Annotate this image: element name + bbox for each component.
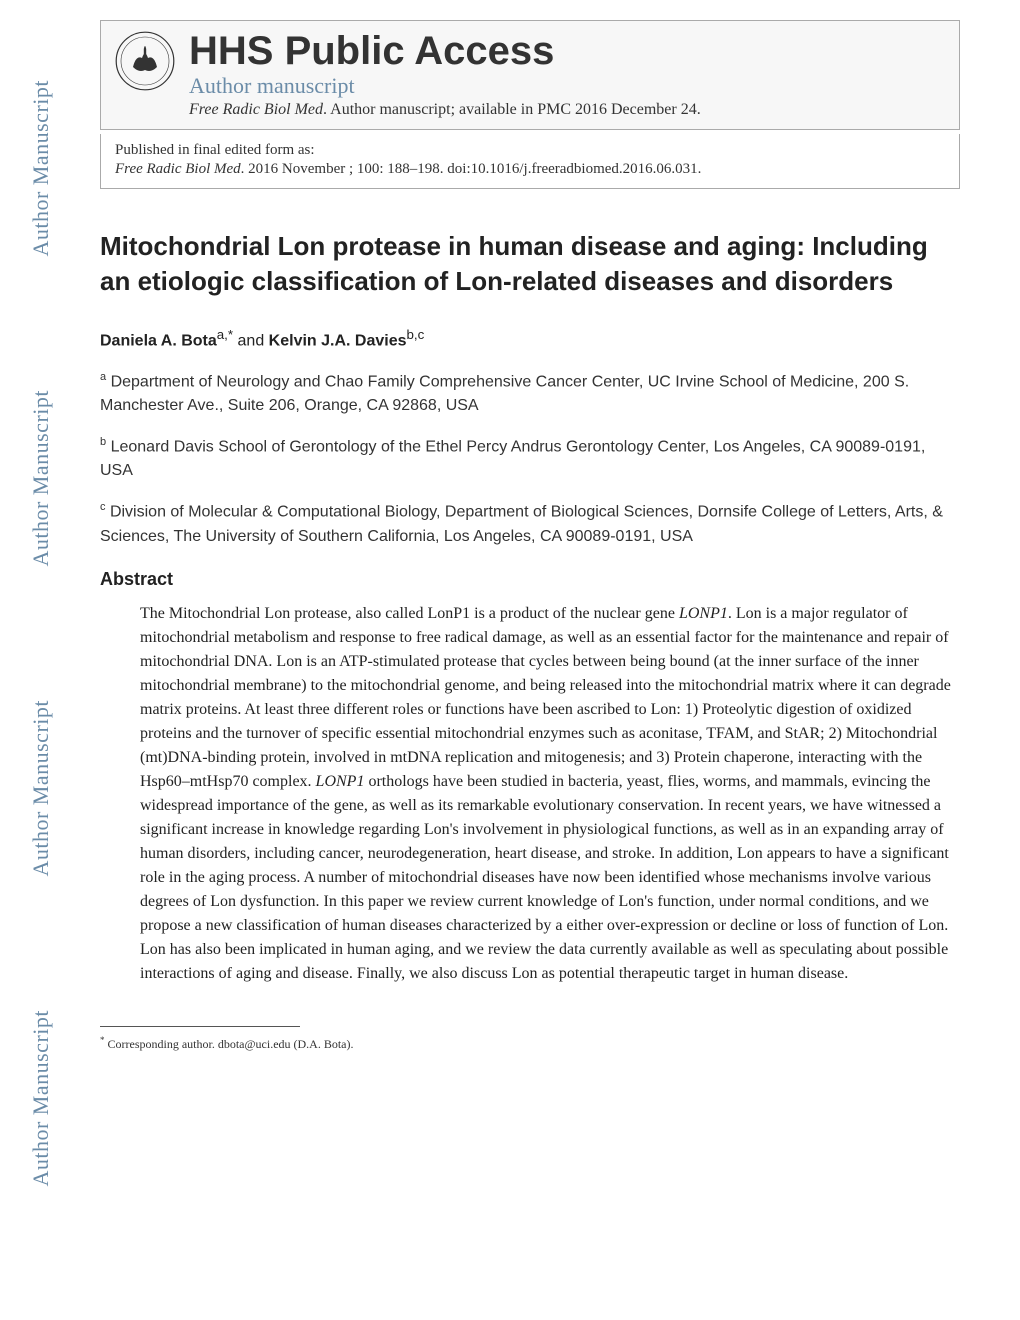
article-title: Mitochondrial Lon protease in human dise… — [100, 229, 960, 299]
hhs-public-access-title: HHS Public Access — [189, 31, 945, 71]
affil-c-text: Division of Molecular & Computational Bi… — [100, 504, 943, 545]
abstract-body: The Mitochondrial Lon protease, also cal… — [140, 602, 960, 986]
corresponding-author-footnote: * Corresponding author. dbota@uci.edu (D… — [100, 1027, 960, 1052]
abstract-seg1: The Mitochondrial Lon protease, also cal… — [140, 605, 679, 622]
footnote-text: Corresponding author. dbota@uci.edu (D.A… — [105, 1037, 354, 1051]
journal-availability-line: Free Radic Biol Med. Author manuscript; … — [189, 101, 945, 119]
author2-sup: b,c — [407, 327, 425, 342]
abstract-gene1: LONP1 — [679, 605, 728, 622]
journal-rest: . Author manuscript; available in PMC 20… — [323, 101, 701, 118]
side-author-manuscript: Author Manuscript — [28, 80, 54, 257]
pub-line2: Free Radic Biol Med. 2016 November ; 100… — [115, 161, 945, 178]
affiliation-a: a Department of Neurology and Chao Famil… — [100, 369, 960, 418]
main-content: HHS Public Access Author manuscript Free… — [100, 0, 960, 986]
affiliation-c: c Division of Molecular & Computational … — [100, 499, 960, 548]
author1-name: Daniela A. Bota — [100, 333, 217, 350]
hhs-header-box: HHS Public Access Author manuscript Free… — [100, 20, 960, 130]
side-author-manuscript: Author Manuscript — [28, 700, 54, 877]
affiliation-b: b Leonard Davis School of Gerontology of… — [100, 434, 960, 483]
journal-name: Free Radic Biol Med — [189, 101, 323, 118]
author-manuscript-subtitle: Author manuscript — [189, 73, 945, 99]
abstract-seg2: . Lon is a major regulator of mitochondr… — [140, 605, 951, 790]
abstract-seg3: orthologs have been studied in bacteria,… — [140, 773, 949, 982]
pub-journal-italic: Free Radic Biol Med — [115, 161, 241, 177]
author2-name: Kelvin J.A. Davies — [269, 333, 407, 350]
side-author-manuscript: Author Manuscript — [28, 1010, 54, 1187]
abstract-heading: Abstract — [100, 569, 960, 590]
authors-conj: and — [233, 333, 269, 350]
affil-a-text: Department of Neurology and Chao Family … — [100, 373, 909, 414]
affil-b-text: Leonard Davis School of Gerontology of t… — [100, 438, 925, 479]
publication-info-block: Published in final edited form as: Free … — [100, 134, 960, 189]
side-author-manuscript: Author Manuscript — [28, 390, 54, 567]
authors-line: Daniela A. Botaa,* and Kelvin J.A. Davie… — [100, 327, 960, 350]
abstract-gene2: LONP1 — [316, 773, 365, 790]
pub-citation-rest: . 2016 November ; 100: 188–198. doi:10.1… — [241, 161, 702, 177]
pub-line1: Published in final edited form as: — [115, 142, 945, 159]
hhs-logo-icon — [115, 31, 175, 91]
header-text: HHS Public Access Author manuscript Free… — [189, 31, 945, 119]
author1-sup: a,* — [217, 327, 233, 342]
